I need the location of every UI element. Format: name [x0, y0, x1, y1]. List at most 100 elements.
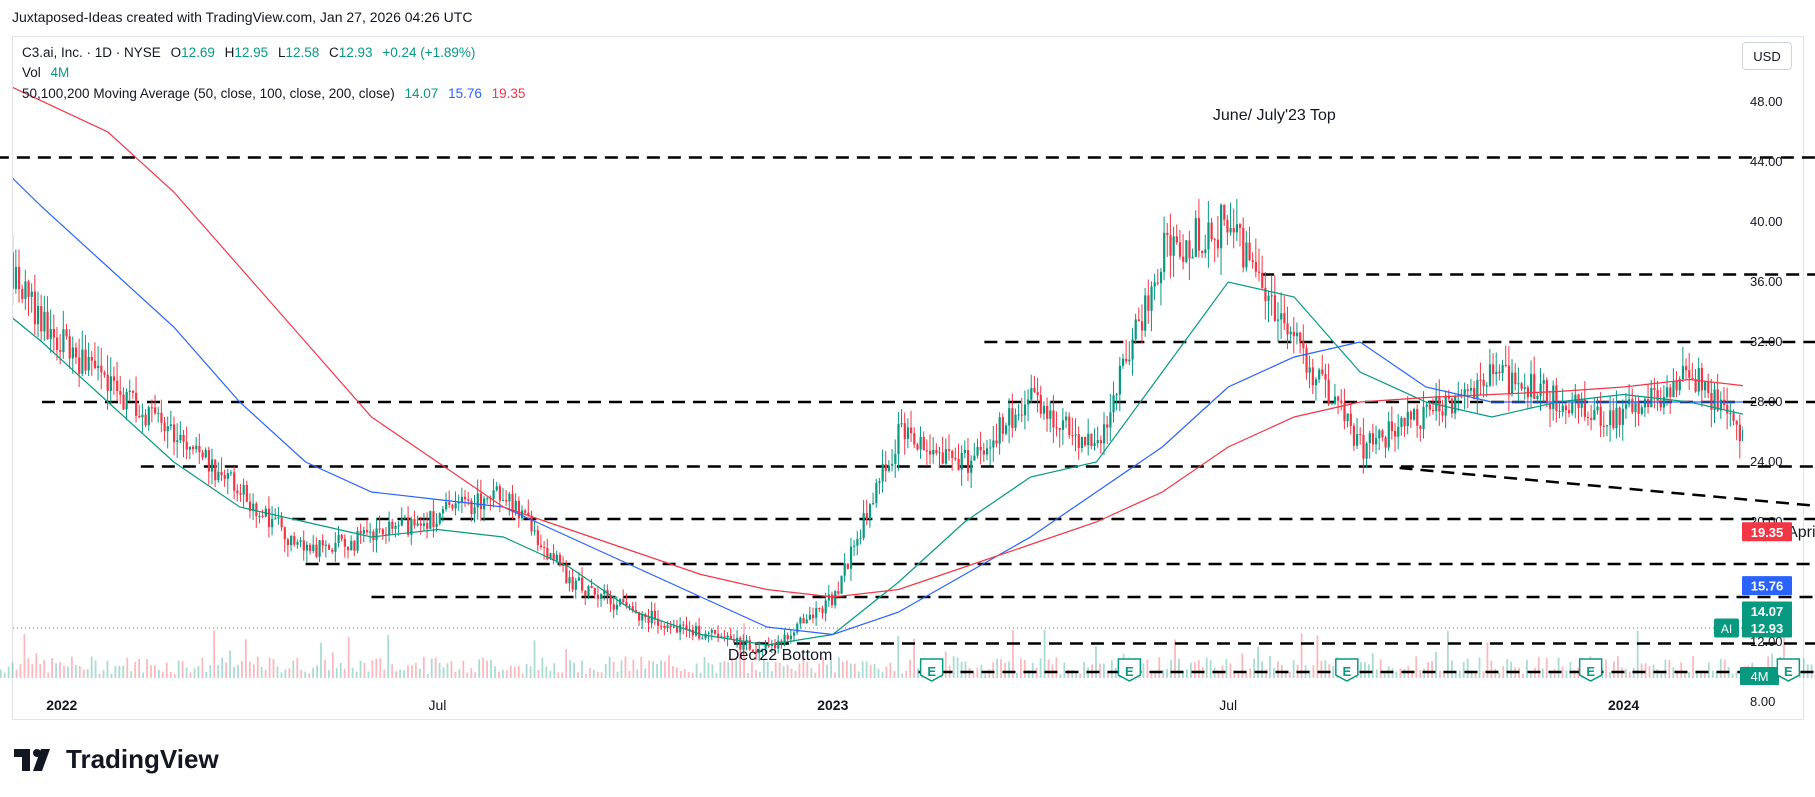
volume-bar: [790, 668, 793, 678]
volume-bar: [288, 668, 291, 678]
candle-body: [372, 531, 375, 541]
candle-body: [533, 530, 536, 532]
volume-bar: [434, 657, 437, 678]
candle-body: [426, 523, 429, 529]
candle-body: [90, 356, 93, 361]
candle-body: [558, 554, 562, 565]
volume-bar: [770, 671, 773, 678]
candle-body: [637, 612, 641, 621]
ma50-value: 14.07: [404, 86, 439, 101]
volume-bar: [63, 665, 65, 678]
volume-bar: [221, 657, 224, 678]
candle-body: [758, 649, 761, 654]
candle-body: [1732, 413, 1735, 421]
candle-body: [1419, 425, 1422, 430]
candle-body: [286, 539, 290, 546]
candle-body: [853, 545, 856, 547]
candle-body: [1738, 424, 1741, 442]
candle-body: [726, 635, 729, 638]
volume-bar: [972, 672, 975, 678]
volume-bar: [529, 666, 532, 678]
candle-body: [214, 459, 217, 481]
candle-body: [305, 544, 309, 551]
volume-bar: [822, 657, 825, 678]
candle-body: [1008, 408, 1011, 426]
candle-body: [1096, 440, 1099, 444]
candle-body: [755, 651, 758, 654]
x-tick-label: Jul: [1219, 697, 1237, 713]
symbol-name[interactable]: C3.ai, Inc. · 1D · NYSE: [22, 45, 161, 60]
candle-body: [505, 500, 508, 502]
volume-bar: [426, 673, 429, 678]
volume-bar: [758, 671, 761, 678]
candle-body: [1299, 332, 1302, 342]
candle-body: [435, 523, 438, 528]
earnings-icon: [1117, 658, 1142, 682]
candle-body: [52, 328, 56, 338]
volume-bar: [1016, 672, 1018, 678]
volume-bar: [877, 668, 880, 678]
candle-body: [783, 634, 786, 643]
candle-body: [777, 640, 780, 649]
volume-bar: [806, 662, 809, 678]
volume-bar: [339, 662, 342, 678]
candle-body: [1121, 358, 1125, 366]
candle-body: [277, 517, 280, 519]
volume-bar: [1719, 658, 1722, 678]
volume-bar: [1249, 668, 1252, 678]
candle-body: [245, 485, 248, 502]
candle-body: [989, 447, 992, 449]
volume-bar: [201, 657, 204, 678]
currency-button[interactable]: USD: [1742, 42, 1792, 70]
volume-bar: [110, 673, 113, 678]
candle-body: [647, 617, 650, 623]
candle-body: [1495, 371, 1498, 375]
ma-label[interactable]: 50,100,200 Moving Average (50, close, 10…: [22, 86, 395, 101]
volume-bar: [1648, 666, 1651, 678]
volume-bar: [1071, 670, 1074, 678]
candle-body: [1707, 382, 1710, 394]
candle-body: [201, 452, 204, 458]
candle-body: [1609, 410, 1612, 426]
volume-bar: [324, 659, 326, 678]
volume-bar: [695, 663, 698, 678]
volume-bar: [1273, 668, 1275, 678]
candle-body: [464, 496, 467, 500]
volume-bar: [237, 664, 239, 678]
volume-bar: [501, 669, 504, 678]
candle-body: [1526, 387, 1530, 398]
volume-bar: [952, 656, 955, 678]
volume-label[interactable]: Vol: [22, 65, 41, 80]
y-tick-label: 8.00: [1750, 694, 1775, 709]
candle-body: [324, 544, 328, 546]
volume-bar: [976, 667, 979, 678]
candle-body: [290, 536, 293, 546]
volume-bar: [59, 662, 61, 678]
volume-bar: [727, 662, 730, 678]
volume-bar: [1308, 670, 1311, 678]
volume-bar: [1178, 658, 1180, 678]
chart-annotation: June/ July'23 Top: [1213, 107, 1336, 124]
candle-body: [546, 547, 549, 560]
candle-body: [207, 449, 211, 472]
volume-bar: [1656, 668, 1659, 678]
candle-body: [128, 390, 131, 392]
volume-bar: [189, 672, 192, 678]
candle-body: [1017, 414, 1020, 416]
candle-body: [9, 252, 11, 253]
candle-body: [1384, 437, 1387, 448]
tradingview-logo[interactable]: TradingView: [14, 744, 219, 775]
candle-body: [520, 510, 524, 519]
volume-bar: [604, 663, 607, 678]
volume-bar: [1617, 656, 1619, 678]
price-chart[interactable]: 8.0012.0016.0020.0024.0028.0032.0036.004…: [0, 0, 1815, 740]
candle-body: [233, 472, 236, 491]
candle-body: [941, 452, 944, 464]
candle-body: [906, 427, 910, 439]
candle-body: [1501, 364, 1504, 374]
y-tick-label: 44.00: [1750, 154, 1783, 169]
volume-bar: [996, 658, 999, 678]
volume-bar: [1419, 670, 1422, 678]
candle-body: [878, 481, 881, 483]
candle-body: [701, 638, 704, 640]
